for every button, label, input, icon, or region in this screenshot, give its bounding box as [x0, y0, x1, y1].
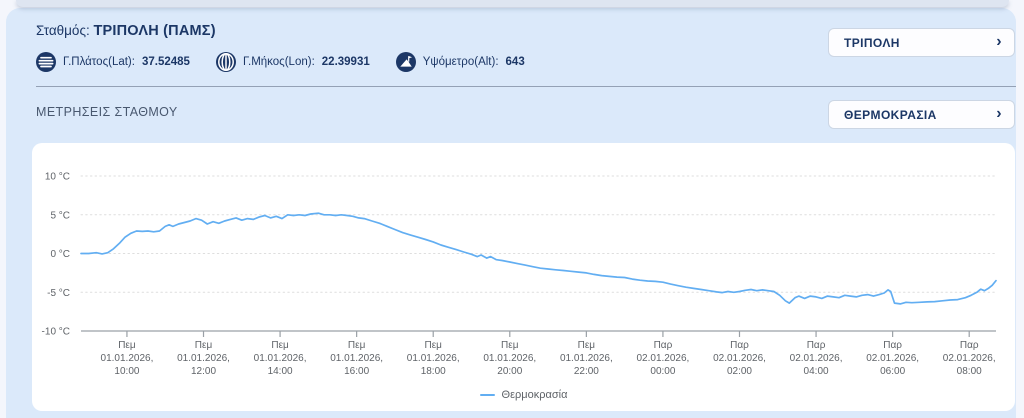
- chart-legend-item[interactable]: Θερμοκρασία: [32, 389, 1015, 401]
- station-selector-label: ΤΡΙΠΟΛΗ: [844, 35, 900, 50]
- meta-label: Γ.Μήκος(Lon):: [242, 56, 315, 68]
- longitude-globe-icon: [215, 52, 236, 72]
- svg-text:5 °C: 5 °C: [50, 210, 70, 221]
- station-title: Σταθμός: ΤΡΙΠΟΛΗ (ΠΑΜΣ): [36, 23, 216, 39]
- temperature-line-chart[interactable]: 10 °C 5 °C 0 °C -5 °C -10 °C Πεμ 01.01.2026, 10…: [32, 143, 1015, 411]
- chevron-right-icon: ›: [996, 32, 1002, 50]
- svg-text:0 °C: 0 °C: [50, 249, 70, 260]
- legend-label: Θερμοκρασία: [501, 389, 568, 401]
- station-selector-button[interactable]: ΤΡΙΠΟΛΗ ›: [828, 28, 1015, 57]
- meta-label: Υψόμετρο(Alt):: [422, 56, 499, 68]
- meta-item-altitude: Υψόμετρο(Alt): 643: [395, 52, 525, 72]
- section-divider: [36, 86, 1016, 87]
- svg-text:-10 °C: -10 °C: [42, 327, 70, 338]
- station-name: ΤΡΙΠΟΛΗ (ΠΑΜΣ): [93, 23, 216, 39]
- chart-card: 10 °C 5 °C 0 °C -5 °C -10 °C Πεμ 01.01.2026, 10…: [32, 143, 1015, 411]
- station-label: Σταθμός:: [36, 23, 90, 38]
- section-title: ΜΕΤΡΗΣΕΙΣ ΣΤΑΘΜΟΥ: [36, 105, 178, 119]
- meta-value: 643: [505, 56, 525, 68]
- latitude-globe-icon: [36, 52, 56, 72]
- meta-item-latitude: Γ.Πλάτος(Lat): 37.52485: [36, 52, 190, 72]
- altitude-mountain-icon: [395, 52, 416, 72]
- station-panel: Σταθμός: ΤΡΙΠΟΛΗ (ΠΑΜΣ) Γ.Πλάτος(Lat): 3…: [6, 8, 1016, 418]
- meta-label: Γ.Πλάτος(Lat):: [63, 56, 135, 68]
- previous-card-bottom-edge: [16, 0, 1009, 7]
- svg-text:10 °C: 10 °C: [45, 172, 70, 183]
- meta-item-longitude: Γ.Μήκος(Lon): 22.39931: [215, 52, 370, 72]
- measurement-selector-button[interactable]: ΘΕΡΜΟΚΡΑΣΙΑ ›: [828, 100, 1015, 129]
- svg-text:-5 °C: -5 °C: [47, 288, 70, 299]
- meta-value: 22.39931: [321, 56, 370, 68]
- chevron-right-icon: ›: [996, 104, 1002, 122]
- meta-value: 37.52485: [141, 56, 190, 68]
- legend-line-swatch: [479, 393, 495, 397]
- measurement-selector-label: ΘΕΡΜΟΚΡΑΣΙΑ: [844, 107, 937, 122]
- station-meta-row: Γ.Πλάτος(Lat): 37.52485 Γ.Μήκος(Lon): 22…: [36, 51, 525, 73]
